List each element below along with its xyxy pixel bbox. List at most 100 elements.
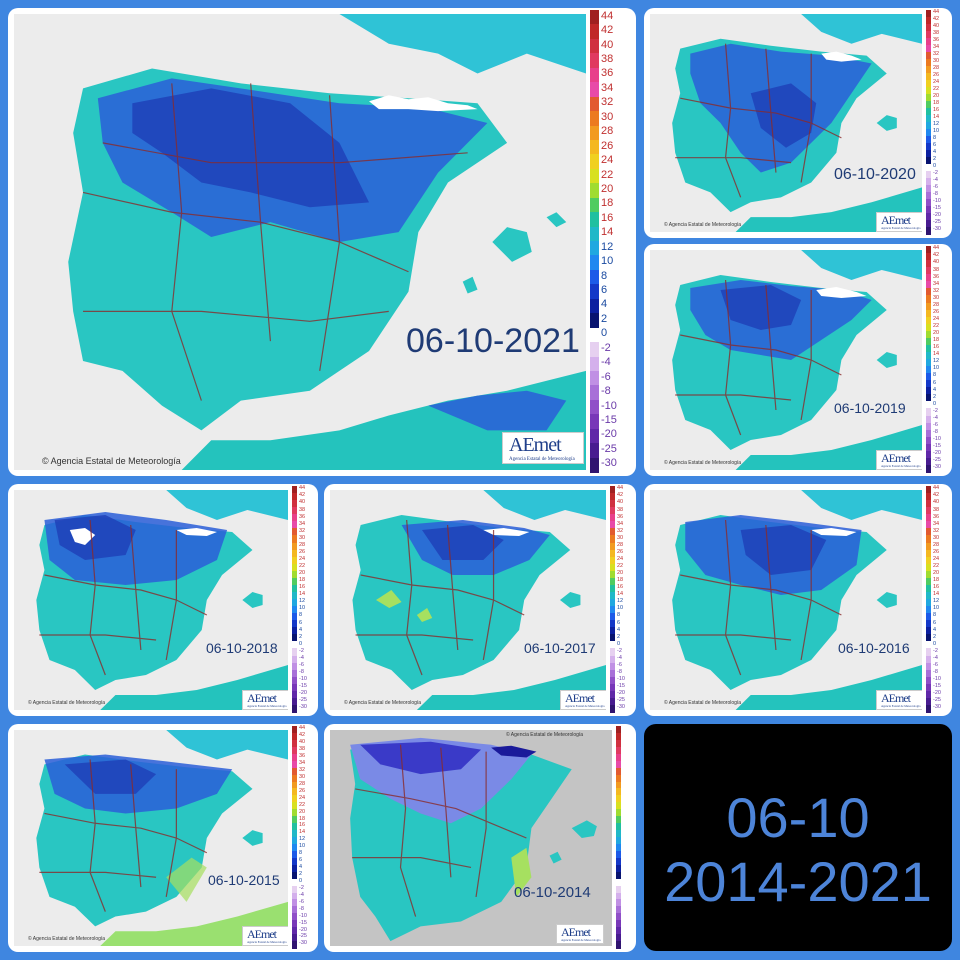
legend-color-swatch <box>292 788 297 796</box>
legend-color-swatch <box>292 620 297 628</box>
legend-tick-label: 40 <box>933 259 940 266</box>
aemet-logo-text: AEmet <box>881 213 911 227</box>
legend-color-swatch <box>292 739 297 748</box>
legend-tick-label: 24 <box>601 154 614 167</box>
legend-tick-label: -8 <box>299 905 304 912</box>
map-panel-2017: 06-10-2017 © Agencia Estatal de Meteorol… <box>324 484 636 716</box>
legend-color-swatch <box>926 267 931 275</box>
legend-color-swatch <box>610 662 615 671</box>
legend-color-swatch <box>610 514 615 522</box>
legend-color-swatch <box>926 17 931 25</box>
map-panel-2018: 06-10-2018 © Agencia Estatal de Meteorol… <box>8 484 318 716</box>
legend-color-swatch <box>590 370 599 386</box>
legend-tick-label: 40 <box>933 499 940 506</box>
legend-color-swatch <box>926 206 931 214</box>
aemet-logo: AEmet Agencia Estatal de Meteorología <box>242 690 288 710</box>
legend-color-swatch <box>610 655 615 664</box>
legend-color-swatch <box>926 108 931 116</box>
legend-color-swatch <box>616 941 621 949</box>
legend-color-swatch <box>292 486 297 494</box>
legend-tick-label: 4 <box>299 626 303 633</box>
legend-tick-label: -6 <box>933 184 938 191</box>
legend-tick-label: -15 <box>933 683 941 690</box>
legend-tick-label: 42 <box>933 252 940 259</box>
map-date-label: 06-10-2020 <box>834 166 916 183</box>
legend-color-swatch <box>926 408 931 416</box>
legend-tick-label: 26 <box>933 308 940 315</box>
legend-tick-label: 0 <box>933 163 937 170</box>
aemet-logo: AEmet Agencia Estatal de Meteorología <box>876 690 922 710</box>
legend-color-swatch <box>926 199 931 207</box>
temperature-legend: 44 42 40 38 36 34 32 30 28 26 24 22 20 18 16 14 12 10 8 6 4 2… <box>926 246 950 474</box>
legend-color-swatch <box>926 676 931 685</box>
legend-tick-label: 30 <box>933 58 940 65</box>
legend-tick-label: 22 <box>933 323 940 330</box>
collage-title-date: 06-10 <box>726 786 870 849</box>
legend-tick-label: 10 <box>299 605 306 612</box>
legend-color-swatch <box>926 464 931 473</box>
iberia-map-graphic <box>14 14 586 470</box>
legend-tick-label: 34 <box>933 44 940 51</box>
temperature-legend: 44 42 40 38 36 34 32 30 28 26 24 22 20 18 16 14 12 10 8 6 4 2… <box>926 486 950 714</box>
legend-tick-label: 10 <box>299 843 306 850</box>
legend-tick-label: 28 <box>933 65 940 72</box>
legend-tick-label: 26 <box>299 548 306 555</box>
legend-tick-label: 36 <box>933 273 940 280</box>
aemet-logo-text: AEmet <box>561 925 591 939</box>
legend-tick-label: -2 <box>933 170 938 177</box>
legend-tick-label: 22 <box>299 563 306 570</box>
map-date-label: 06-10-2016 <box>838 640 910 656</box>
aemet-logo-text: AEmet <box>565 691 595 705</box>
map-date-label: 06-10-2021 <box>406 322 580 360</box>
legend-color-swatch <box>926 24 931 32</box>
legend-tick-label: 44 <box>617 485 624 492</box>
legend-tick-label: -4 <box>601 356 611 369</box>
legend-tick-label: 2 <box>933 633 937 640</box>
legend-tick-label: 16 <box>299 584 306 591</box>
legend-color-swatch <box>926 337 931 346</box>
legend-tick-label: 14 <box>933 591 940 598</box>
legend-color-swatch <box>610 507 615 515</box>
legend-tick-label: 8 <box>933 612 937 619</box>
legend-tick-label: 12 <box>933 121 940 128</box>
legend-color-swatch <box>926 344 931 353</box>
legend-color-swatch <box>926 52 931 60</box>
legend-color-swatch <box>610 486 615 494</box>
legend-tick-label: 14 <box>299 591 306 598</box>
legend-color-swatch <box>590 10 599 25</box>
aemet-logo: AEmet Agencia Estatal de Meteorología <box>876 212 922 232</box>
legend-color-swatch <box>292 732 297 741</box>
legend-tick-label: 18 <box>933 337 940 344</box>
legend-tick-label: 8 <box>933 372 937 379</box>
legend-tick-label: 4 <box>933 149 937 156</box>
legend-color-swatch <box>292 809 297 817</box>
aemet-logo: AEmet Agencia Estatal de Meteorología <box>502 432 584 464</box>
legend-tick-label: 14 <box>933 114 940 121</box>
legend-color-swatch <box>610 648 615 656</box>
legend-color-swatch <box>926 415 931 424</box>
legend-tick-label: -15 <box>933 443 941 450</box>
legend-color-swatch <box>926 620 931 628</box>
legend-color-swatch <box>292 528 297 536</box>
legend-tick-label: 34 <box>299 520 306 527</box>
legend-tick-label: 38 <box>299 746 306 753</box>
legend-tick-label: -2 <box>617 647 622 654</box>
legend-color-swatch <box>926 373 931 381</box>
aemet-logo-text: AEmet <box>247 691 277 705</box>
legend-color-swatch <box>926 178 931 186</box>
legend-color-swatch <box>616 795 621 803</box>
legend-tick-label: 6 <box>933 142 937 149</box>
map-panel-2020: 06-10-2020 © Agencia Estatal de Meteorol… <box>644 8 952 238</box>
legend-tick-label: 10 <box>933 365 940 372</box>
legend-tick-label: -2 <box>299 647 304 654</box>
temperature-map-2018: 06-10-2018 © Agencia Estatal de Meteorol… <box>14 490 288 710</box>
legend-color-swatch <box>292 920 297 928</box>
legend-tick-label: 10 <box>933 128 940 135</box>
copyright-text: © Agencia Estatal de Meteorología <box>28 700 106 706</box>
legend-color-swatch <box>616 878 621 887</box>
aemet-logo-text: AEmet <box>881 691 911 705</box>
legend-color-swatch <box>590 284 599 300</box>
legend-color-swatch <box>292 648 297 656</box>
legend-color-swatch <box>926 366 931 374</box>
legend-tick-label: -15 <box>601 413 617 426</box>
